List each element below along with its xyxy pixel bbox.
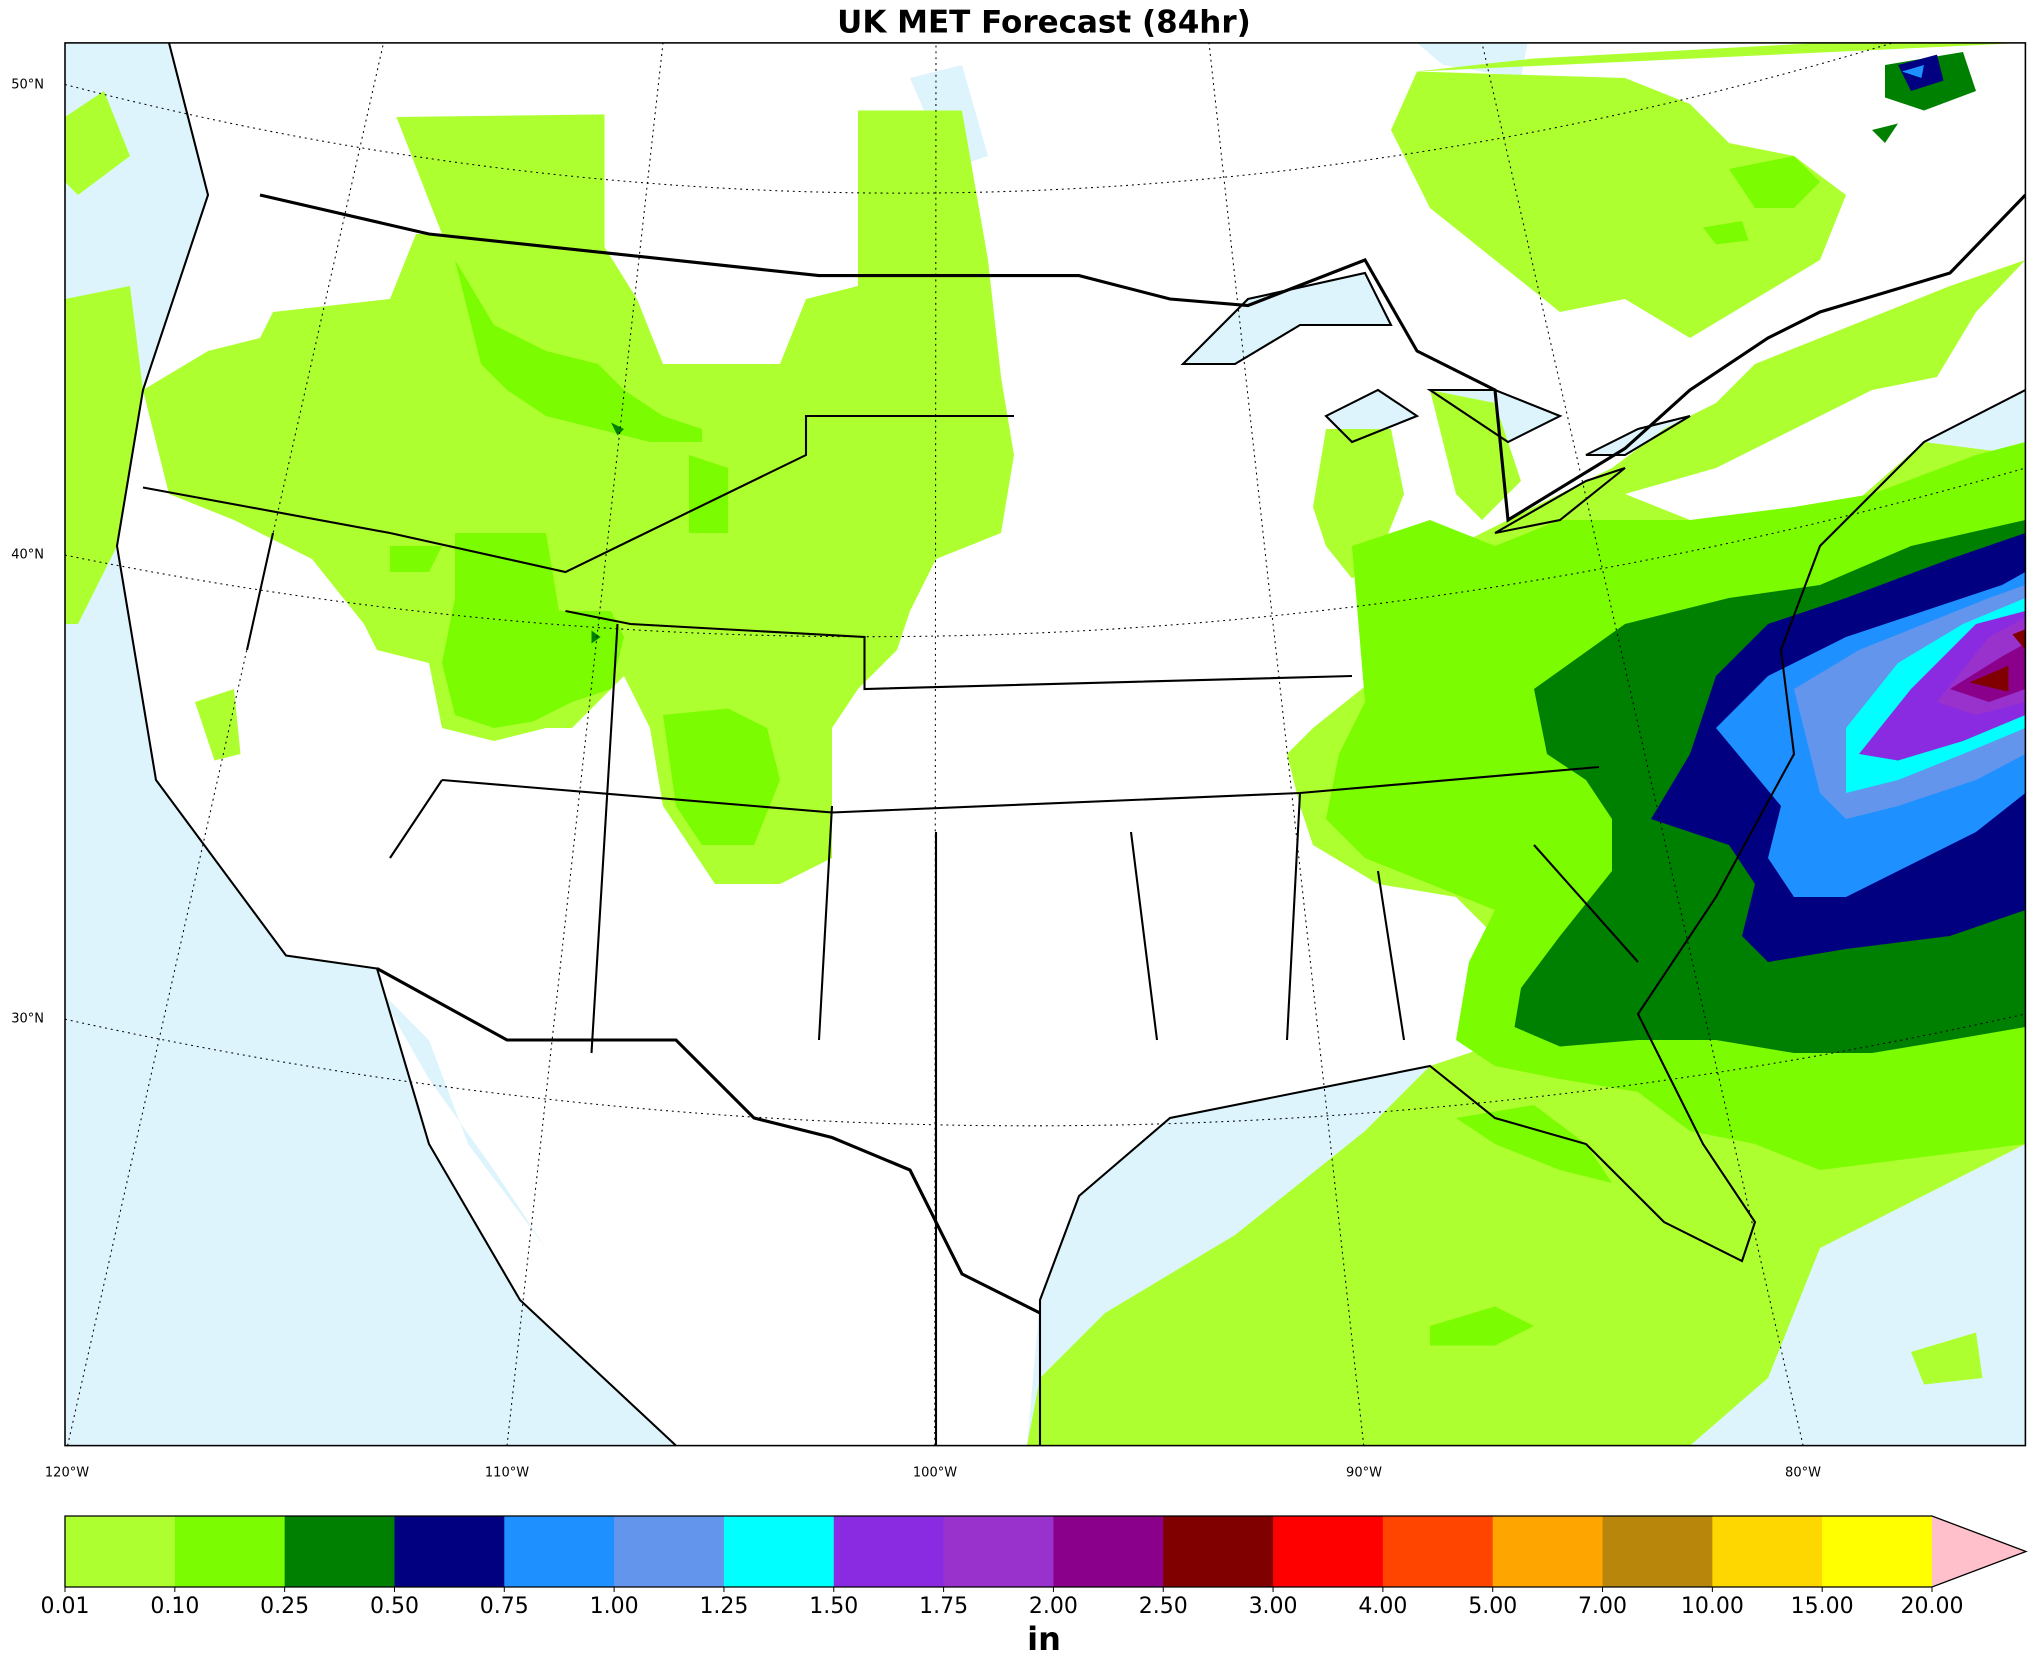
- lat-label: 30°N: [11, 1012, 44, 1027]
- colorbar-swatch: [394, 1516, 505, 1587]
- colorbar-swatch: [833, 1516, 945, 1587]
- colorbar-outline: [64, 1515, 2028, 1588]
- colorbar-swatch: [174, 1516, 286, 1587]
- colorbar-tick-label: 3.00: [1249, 1594, 1298, 1619]
- colorbar-tick-label: 1.75: [919, 1594, 968, 1619]
- colorbar-swatch: [284, 1516, 395, 1587]
- colorbar-swatch: [1492, 1516, 1604, 1587]
- colorbar-tick-label: 10.00: [1681, 1594, 1744, 1619]
- map-title: UK MET Forecast (84hr): [837, 5, 1251, 41]
- colorbar-swatch: [723, 1516, 835, 1587]
- colorbar-extend: [1932, 1516, 2026, 1587]
- colorbar-tick-label: 7.00: [1578, 1594, 1627, 1619]
- colorbar-swatch: [1382, 1516, 1494, 1587]
- colorbar-tick-label: 0.01: [41, 1594, 90, 1619]
- colorbar-swatch: [1053, 1516, 1164, 1587]
- lon-label: 110°W: [485, 1466, 529, 1481]
- colorbar-tick-label: 4.00: [1358, 1594, 1407, 1619]
- colorbar-swatch: [943, 1516, 1054, 1587]
- colorbar-swatch: [1712, 1516, 1823, 1587]
- colorbar-unit: in: [1027, 1620, 1061, 1658]
- colorbar-tick-label: 20.00: [1901, 1594, 1964, 1619]
- colorbar-tick-label: 1.25: [699, 1594, 748, 1619]
- lon-label: 120°W: [45, 1466, 89, 1481]
- colorbar-tick-label: 1.50: [809, 1594, 858, 1619]
- colorbar-tick-label: 2.00: [1029, 1594, 1078, 1619]
- colorbar-tick-label: 5.00: [1468, 1594, 1517, 1619]
- colorbar-tick-label: 2.50: [1139, 1594, 1188, 1619]
- colorbar-tick-label: 1.00: [590, 1594, 639, 1619]
- lon-label: 80°W: [1785, 1466, 1821, 1481]
- colorbar-tick-label: 0.50: [370, 1594, 419, 1619]
- lat-label: 40°N: [11, 548, 44, 563]
- colorbar-swatch: [65, 1516, 176, 1587]
- colorbar-tick-label: 0.10: [150, 1594, 199, 1619]
- colorbar-swatch: [1602, 1516, 1713, 1587]
- colorbar-swatch: [1822, 1516, 1933, 1587]
- colorbar-swatch: [504, 1516, 615, 1587]
- colorbar-tick-label: 0.25: [260, 1594, 309, 1619]
- lon-label: 100°W: [913, 1466, 957, 1481]
- colorbar-swatch: [614, 1516, 725, 1587]
- colorbar-swatch: [1273, 1516, 1384, 1587]
- colorbar-tick-label: 15.00: [1791, 1594, 1854, 1619]
- colorbar-tick-label: 0.75: [480, 1594, 529, 1619]
- lat-label: 50°N: [11, 78, 44, 93]
- map: [64, 42, 2027, 1447]
- colorbar-swatch: [1163, 1516, 1274, 1587]
- lon-label: 90°W: [1346, 1466, 1382, 1481]
